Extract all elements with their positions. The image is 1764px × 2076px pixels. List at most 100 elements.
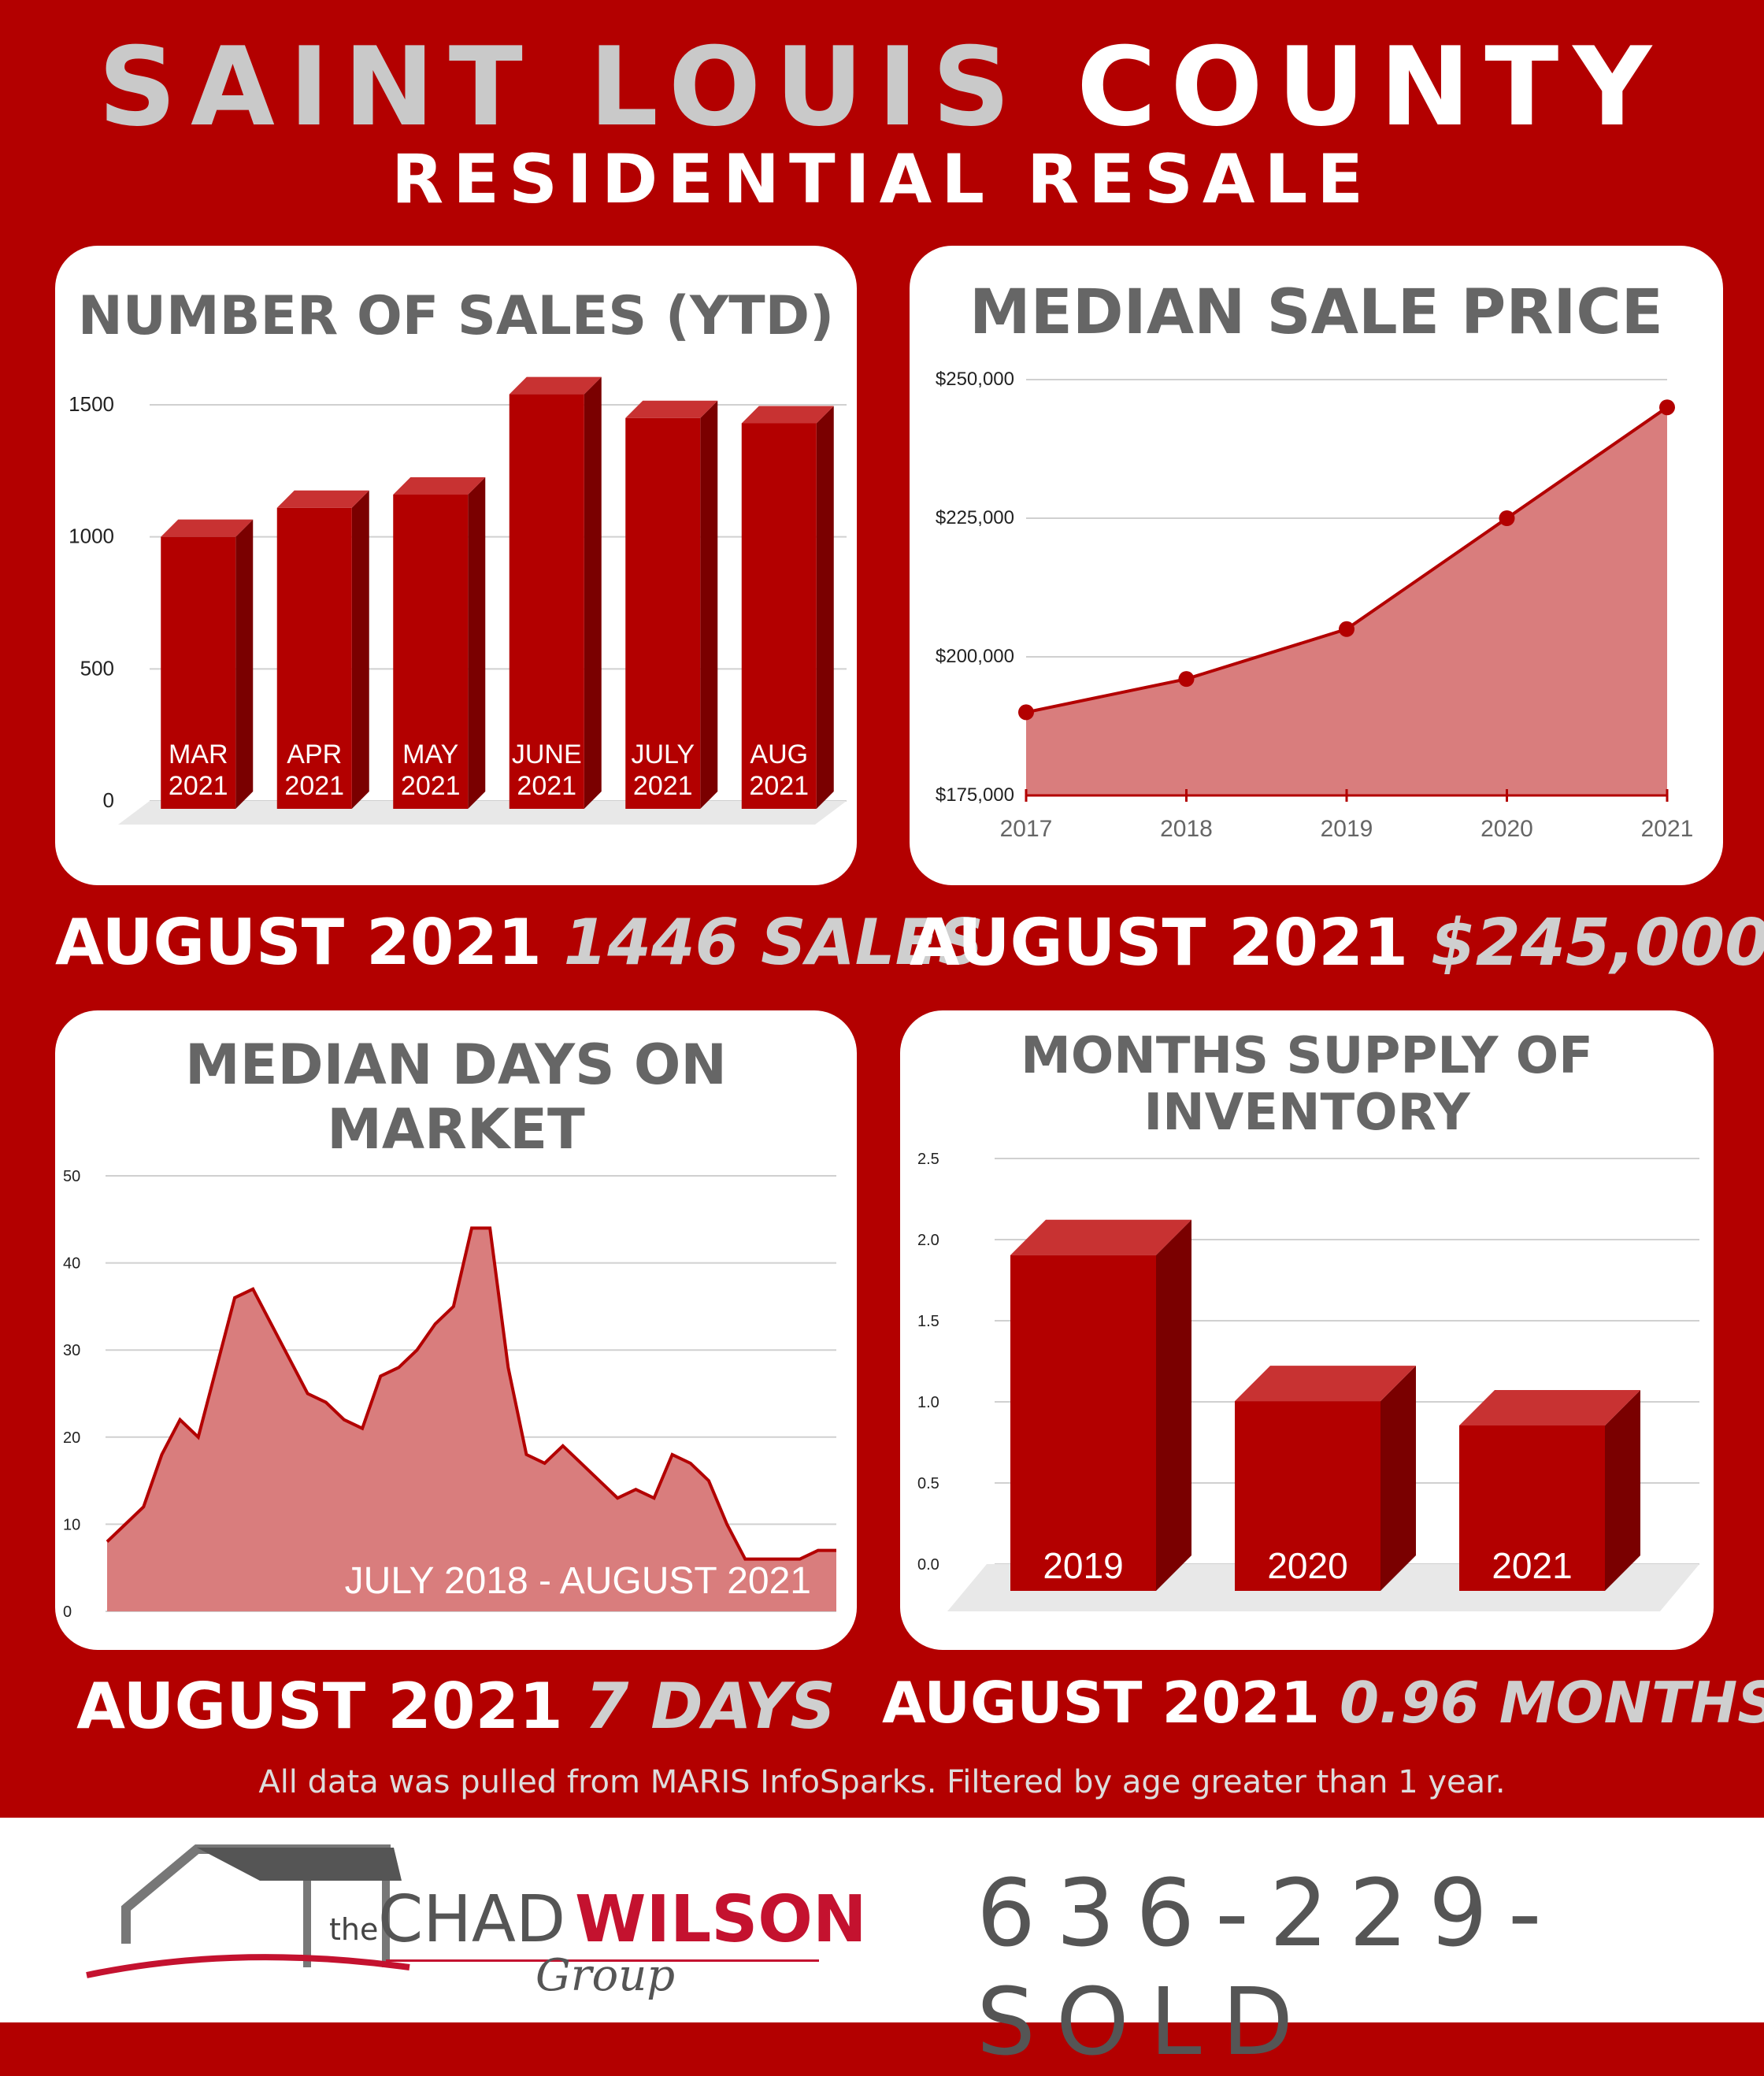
y-tick-label: 50 (63, 1168, 80, 1185)
dom-chart: 0 10 20 30 40 50 JULY 2018 - AUGUST 2021 (63, 1168, 836, 1621)
logo-group: Group (536, 1950, 676, 2001)
bar-label-year: 2021 (633, 771, 693, 801)
y-tick-label: 2.0 (917, 1232, 939, 1249)
y-tick-label: 30 (63, 1342, 80, 1359)
inventory-caption: AUGUST 2021 0.96 MONTHS (882, 1670, 1764, 1736)
bar-label-month: MAR (169, 740, 228, 769)
bar (1010, 1255, 1156, 1591)
inventory-title: MONTHS SUPPLY OF INVENTORY (1021, 1027, 1593, 1142)
y-tick-label: 0 (63, 1603, 72, 1621)
data-source-note: All data was pulled from MARIS InfoSpark… (258, 1764, 1506, 1800)
dom-title: MEDIAN DAYS ON MARKET (185, 1032, 727, 1162)
y-tick-label: 1.5 (917, 1313, 939, 1330)
bar-side (351, 490, 369, 809)
y-tick-label: 500 (80, 656, 114, 680)
x-tick-label: 2017 (1000, 816, 1053, 842)
y-tick-label: 2.5 (917, 1151, 939, 1168)
y-tick-label: $250,000 (936, 369, 1014, 390)
area-fill (107, 1228, 836, 1611)
y-tick-label: 0.5 (917, 1475, 939, 1492)
y-tick-label: $225,000 (936, 507, 1014, 528)
bar-label-month: JUNE (512, 740, 582, 769)
y-tick-label: 0.0 (917, 1556, 939, 1574)
price-chart: $175,000 $200,000 $225,000 $250,000 2017 2018… (936, 369, 1694, 842)
bar-label: 2019 (1043, 1545, 1123, 1586)
logo-chad: CHAD (378, 1882, 566, 1957)
x-tick-label: 2018 (1160, 816, 1213, 842)
sales-title: NUMBER OF SALES (YTD) (77, 285, 835, 347)
page-subtitle: RESIDENTIAL RESALE (391, 140, 1373, 219)
bar-label: 2020 (1267, 1545, 1347, 1586)
bar (276, 507, 352, 809)
bar-side (1380, 1366, 1416, 1591)
bar-side (584, 376, 602, 809)
bar-top (393, 477, 486, 495)
bar-label: 2021 (1492, 1545, 1572, 1586)
sales-chart: 050010001500MAR2021APR2021MAY2021JUNE202… (69, 376, 847, 825)
x-tick-label: 2019 (1321, 816, 1373, 842)
y-tick-label: 20 (63, 1429, 80, 1447)
y-tick-label: $175,000 (936, 784, 1014, 806)
phone-number: 636-229-SOLD (976, 1859, 1562, 2076)
x-tick-label: 2020 (1480, 816, 1533, 842)
bar-label-month: MAY (402, 740, 458, 769)
price-caption: AUGUST 2021 $245,000 (910, 906, 1764, 981)
house-logo-icon (86, 1844, 410, 1978)
bar-label-year: 2021 (401, 771, 461, 801)
bar (393, 495, 469, 809)
dom-panel: MEDIAN DAYS ON MARKET 0 10 20 30 40 50 JULY 20… (55, 1010, 857, 1650)
bar-label-year: 2021 (284, 771, 344, 801)
bar-top (1459, 1390, 1640, 1425)
bar (741, 423, 817, 809)
inventory-panel: MONTHS SUPPLY OF INVENTORY 0.0 0.5 1.0 1.5 2… (900, 1010, 1714, 1650)
bar-top (741, 406, 834, 424)
bar-label-year: 2021 (169, 771, 228, 801)
logo-underline (386, 1959, 819, 1962)
data-point (1659, 399, 1675, 416)
bar-label-year: 2021 (517, 771, 576, 801)
bar (509, 394, 584, 809)
bar-side (700, 400, 718, 809)
page-title: SAINT LOUIS COUNTY (98, 24, 1666, 150)
footer: the CHAD WILSON Group 636-229-SOLD (0, 1818, 1764, 2076)
bar-side (1156, 1219, 1191, 1591)
bar-label-month: JULY (631, 740, 695, 769)
data-point (1018, 704, 1034, 721)
bar-top (1010, 1219, 1191, 1255)
bar-top (161, 519, 254, 537)
y-tick-label: 40 (63, 1255, 80, 1273)
y-tick-label: 1500 (69, 392, 114, 416)
bar-label-month: APR (287, 740, 342, 769)
bar-top (1235, 1366, 1416, 1402)
y-tick-label: 10 (63, 1516, 80, 1533)
chart-annotation: JULY 2018 - AUGUST 2021 (345, 1560, 811, 1602)
bar (161, 536, 236, 809)
x-tick-label: 2021 (1641, 816, 1694, 842)
data-point (1339, 621, 1354, 637)
logo-wilson: WILSON (575, 1882, 867, 1957)
dom-caption: AUGUST 2021 7 DAYS (76, 1670, 836, 1743)
sales-caption: AUGUST 2021 1446 SALES (55, 906, 984, 979)
bar-label-year: 2021 (749, 771, 809, 801)
bar-top (276, 490, 369, 508)
series-line (106, 1226, 836, 1561)
bar-top (625, 400, 718, 418)
bar-side (816, 406, 834, 809)
y-tick-label: 1000 (69, 525, 114, 548)
y-tick-label: $200,000 (936, 646, 1014, 667)
area-fill (1026, 407, 1667, 795)
logo-the: the (329, 1912, 379, 1947)
bar-top (509, 376, 602, 395)
bar-side (1605, 1390, 1640, 1591)
y-tick-label: 1.0 (917, 1394, 939, 1411)
price-title: MEDIAN SALE PRICE (969, 277, 1663, 348)
sales-panel: NUMBER OF SALES (YTD) 0 500 1000 1500 MAR 202… (55, 246, 857, 885)
bar (1235, 1401, 1380, 1591)
bar-side (468, 477, 486, 809)
y-tick-label: 0 (103, 788, 114, 812)
bar-label-month: AUG (750, 740, 808, 769)
data-point (1178, 671, 1195, 688)
data-point (1499, 510, 1515, 526)
bar-side (235, 519, 254, 809)
bar (625, 417, 701, 809)
